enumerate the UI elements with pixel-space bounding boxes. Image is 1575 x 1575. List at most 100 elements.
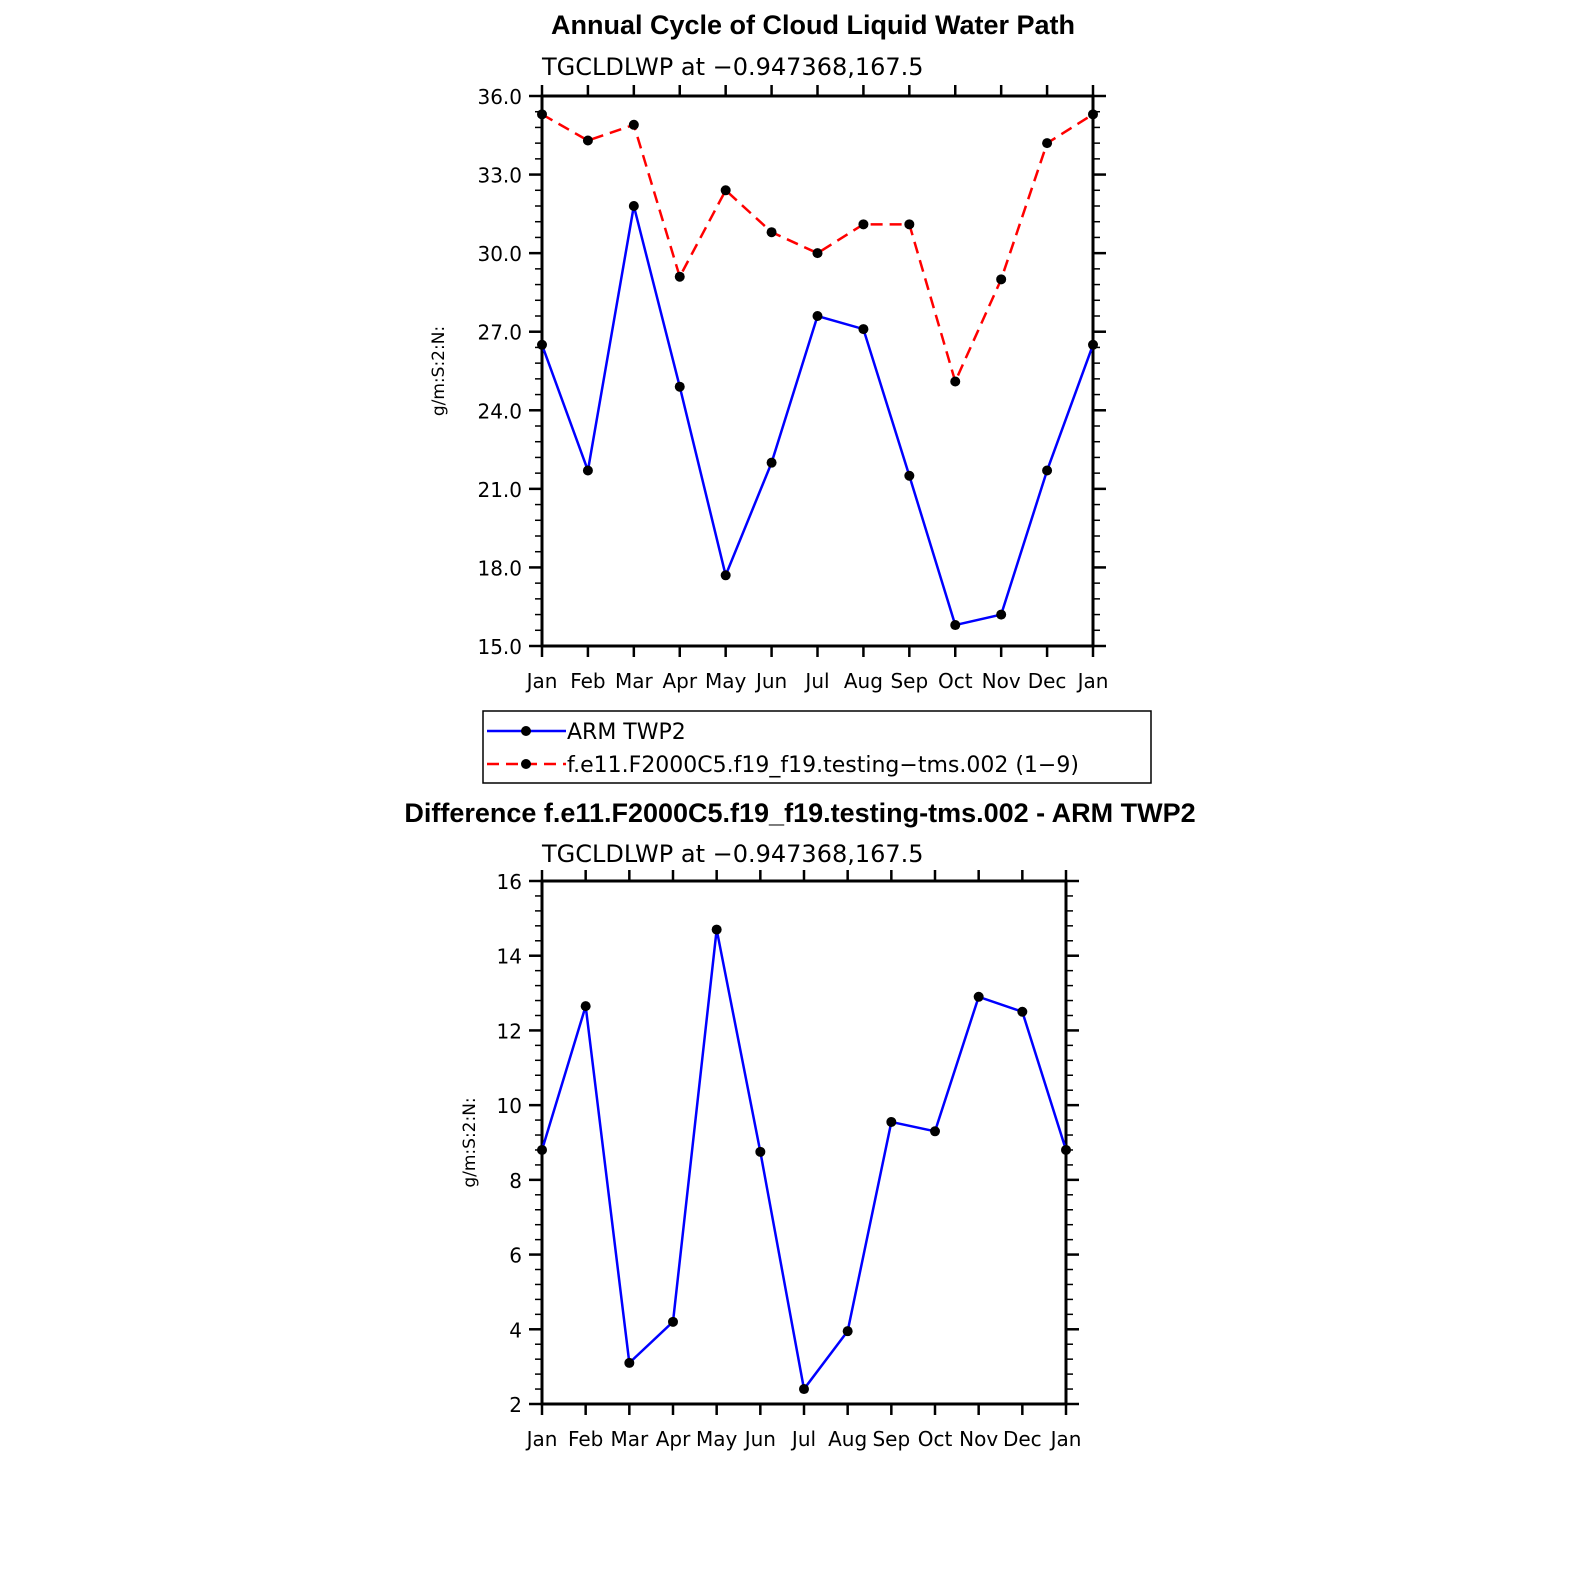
chart2-series-0-point [1061,1144,1071,1155]
chart1-series-0-point [950,620,961,631]
chart2-xtick-label: Dec [1003,1427,1042,1451]
chart2-xtick-label: May [696,1427,738,1451]
chart1-series-1-point [720,185,731,196]
chart1-xtick-label: Oct [938,669,973,693]
legend-box [482,710,1152,784]
chart2-series-0-point [886,1116,897,1127]
chart2-series-0-point [711,924,722,935]
chart2-series-0-point [930,1126,940,1137]
chart2-ylabel: g/m:S:2:N: [460,1097,480,1187]
chart2-series-0-point [799,1384,809,1395]
chart2-ytick-label: 14 [497,945,522,969]
chart1-xtick-label: Jan [525,669,558,693]
chart1-series-1-point [858,219,869,230]
legend-marker-arm [521,726,531,736]
chart2-xtick-label: Sep [872,1427,910,1451]
chart2-xtick-label: Jan [525,1427,558,1451]
chart1-series-1-point [674,271,685,282]
chart1-xtick-label: Mar [615,669,654,693]
chart2-series-0-point [973,991,984,1002]
chart1-series-1-point [766,227,777,238]
legend-label-model: f.e11.F2000C5.f19_f19.testing−tms.002 (1… [567,753,1079,778]
chart1-xtick-label: Jun [754,669,787,693]
legend-marker-model [521,759,531,769]
chart2-ytick-label: 6 [509,1244,522,1268]
chart1-xtick-label: Dec [1028,669,1067,693]
chart1-title: Annual Cycle of Cloud Liquid Water Path [551,10,1075,40]
chart2-series-0-point [1017,1006,1028,1017]
chart2-series-0-point [537,1144,547,1155]
chart1-series-1-point [950,376,961,387]
chart1-ytick-label: 24.0 [477,399,522,423]
chart2-series-0-point [668,1316,678,1327]
chart1-series-1-point [582,135,593,146]
chart1-xtick-label: May [705,669,747,693]
chart1-series-0-point [1042,465,1053,476]
chart1-series-0-point [537,339,547,350]
chart2-ytick-label: 10 [497,1094,522,1118]
chart1-xtick-label: Feb [570,669,605,693]
chart1-series-0-point [674,381,685,392]
chart1-series-0-line [540,205,1095,627]
chart2-series-0-point [755,1146,766,1157]
chart1-series-1-line [541,113,1094,386]
chart2-xtick-label: Jul [790,1427,816,1451]
chart2-subtitle: TGCLDLWP at −0.947368,167.5 [541,840,924,868]
chart2-xtick-label: Aug [828,1427,867,1451]
chart2-frame [540,879,1068,1406]
chart1-series-1-point [812,248,823,259]
chart1-series-0-point [766,457,777,468]
chart1-xtick-label: Apr [662,669,697,693]
legend-label-arm: ARM TWP2 [567,720,686,745]
chart1-series-1-point [537,109,547,120]
chart1-ylabel: g/m:S:2:N: [429,326,449,416]
chart2-xtick-label: Oct [918,1427,953,1451]
chart1-series-0-point [1088,339,1098,350]
chart1-ytick-label: 18.0 [477,556,522,580]
chart1-series-1-point [996,274,1007,285]
chart1-series-0-point [904,470,915,481]
chart2-ytick-label: 16 [497,870,522,894]
chart2-xtick-label: Jun [743,1427,776,1451]
chart1-xtick-label: Jan [1076,669,1109,693]
chart1-series-0-point [858,324,869,335]
chart1-plot: Jan Feb Mar Apr May Jun Jul Aug Sep Oct Nov Dec Jan1… [429,85,1108,693]
chart2-ytick-label: 8 [509,1169,522,1193]
chart1-ytick-label: 15.0 [477,635,522,659]
chart1-series-0-point [582,465,593,476]
chart2-series-0-point [624,1357,635,1368]
chart2-xtick-label: Jan [1049,1427,1082,1451]
chart1-ytick-label: 33.0 [477,164,522,188]
chart2-ytick-label: 12 [497,1019,522,1043]
chart2-series-0-point [842,1326,853,1337]
chart1-series-0-point [812,311,823,321]
chart2-xtick-label: Feb [568,1427,603,1451]
chart2-xtick-label: Nov [959,1427,998,1451]
chart1-ytick-label: 30.0 [477,242,522,266]
chart2-ytick-label: 2 [509,1393,522,1417]
chart2-plot: Jan Feb Mar Apr May Jun Jul Aug Sep Oct Nov Dec Jan2… [460,870,1081,1451]
chart1-ytick-label: 21.0 [477,478,522,502]
chart2-series-0-line [540,929,1068,1393]
legend: ARM TWP2 f.e11.F2000C5.f19_f19.testing−t… [482,710,1152,784]
chart2-xtick-label: Apr [656,1427,691,1451]
chart1-series-1-point [1088,109,1098,120]
chart2-series-0-point [580,1001,591,1012]
chart1-xtick-label: Nov [982,669,1021,693]
chart1-xtick-label: Sep [890,669,928,693]
chart1-series-0-point [628,201,639,211]
chart1-frame [540,94,1095,648]
chart1-series-0-point [720,570,731,581]
chart1-series-1-point [628,119,639,130]
chart2-title: Difference f.e11.F2000C5.f19_f19.testing… [404,798,1195,828]
chart1-ytick-label: 27.0 [477,321,522,345]
chart2-ytick-label: 4 [509,1318,522,1342]
chart1-xtick-label: Aug [844,669,883,693]
chart1-series-0-point [996,609,1007,620]
chart1-xtick-label: Jul [803,669,829,693]
chart1-subtitle: TGCLDLWP at −0.947368,167.5 [541,53,924,81]
chart1-ytick-label: 36.0 [477,85,522,109]
chart1-series-1-point [904,219,915,230]
chart2-xtick-label: Mar [610,1427,649,1451]
